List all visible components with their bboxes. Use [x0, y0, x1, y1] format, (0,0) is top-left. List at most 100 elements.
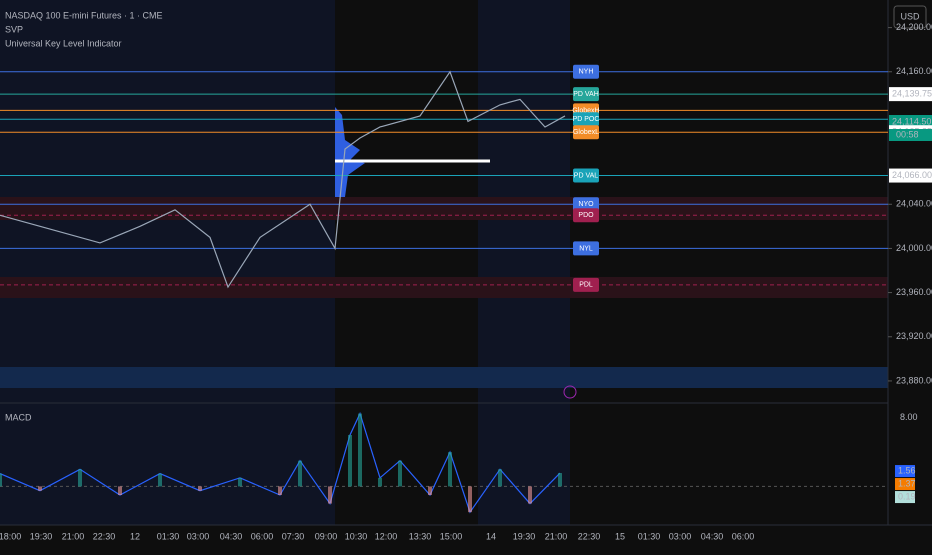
level-label: PDL	[573, 277, 599, 292]
macd-hist	[448, 452, 452, 487]
macd-hist	[468, 486, 472, 513]
macd-tag	[895, 478, 915, 491]
macd-hist	[198, 486, 202, 491]
y-tick-label: 24,200.00	[896, 22, 932, 32]
level-badge	[573, 64, 599, 79]
x-tick-label: 19:30	[513, 531, 536, 541]
macd-hist	[38, 486, 42, 491]
macd-tag-label: 1.37	[898, 478, 916, 488]
level-badge	[573, 168, 599, 183]
price-tag	[889, 87, 932, 102]
level-text: PD VAL	[574, 172, 598, 179]
macd-hist	[0, 473, 2, 487]
x-tick-label: 13:30	[409, 531, 432, 541]
level-text: NYO	[578, 201, 594, 208]
price-tag-label: 24,114.50	[892, 116, 931, 126]
level-label: NYH	[573, 64, 599, 79]
zone	[0, 197, 888, 220]
x-tick-label: 07:30	[282, 531, 305, 541]
currency: USD	[900, 11, 920, 21]
x-tick-label: 12	[130, 531, 140, 541]
level-label: GlobexL	[573, 125, 599, 140]
macd-line	[0, 411, 561, 514]
x-tick-label: 14	[486, 531, 496, 541]
y-tick-label: 23,920.00	[896, 331, 932, 341]
level-text: NYH	[579, 69, 594, 76]
level-label: NYL	[573, 241, 599, 256]
level-badge	[573, 87, 599, 102]
x-tick-label: 15:00	[440, 531, 463, 541]
macd-hist	[118, 486, 122, 495]
macd-hist	[498, 469, 502, 487]
level-badge	[573, 112, 599, 127]
indicator: Universal Key Level Indicator	[5, 38, 122, 48]
x-tick-label: 22:30	[578, 531, 601, 541]
price-tag-label: 24,139.75	[892, 89, 932, 99]
level-text: NYL	[579, 245, 593, 252]
x-tick-label: 04:30	[701, 531, 724, 541]
chart-layer: NYH PD VAH GlobexH PD POC GlobexL PD VAL NYO PD…	[0, 22, 932, 541]
price-tag	[889, 168, 932, 183]
macd-tag	[895, 491, 915, 504]
macd-tag-label: 1.56	[898, 465, 916, 475]
level-text: PDL	[579, 282, 593, 289]
x-tick-label: 21:00	[545, 531, 568, 541]
level-label: PDO	[573, 208, 599, 223]
macd-hist	[158, 473, 162, 487]
macd-hist	[358, 413, 362, 487]
macd-hist	[238, 477, 242, 487]
x-tick-label: 01:30	[638, 531, 661, 541]
title: NASDAQ 100 E-mini Futures · 1 · CME	[5, 10, 163, 20]
level-badge	[573, 241, 599, 256]
level-text: PDO	[578, 212, 594, 219]
x-tick-label: 09:00	[315, 531, 338, 541]
x-tick-label: 12:00	[375, 531, 398, 541]
macd-hist	[428, 486, 432, 495]
macd-hist	[558, 473, 562, 487]
level-badge	[573, 197, 599, 212]
level-label: NYO	[573, 197, 599, 212]
level-text: PD VAH	[573, 91, 599, 98]
zone	[0, 367, 888, 388]
y-tick-label: 24,000.00	[896, 243, 932, 253]
y-tick-label: 23,960.00	[896, 287, 932, 297]
x-tick-label: 06:00	[251, 531, 274, 541]
countdown-bg	[889, 129, 932, 142]
x-tick-label: 22:30	[93, 531, 116, 541]
alert-icon[interactable]	[563, 385, 577, 399]
level-badge	[573, 277, 599, 292]
indicator: SVP	[5, 24, 23, 34]
x-tick-label: 19:30	[30, 531, 53, 541]
level-badge	[573, 125, 599, 140]
x-tick-label: 03:00	[669, 531, 692, 541]
y-tick-label: 24,040.00	[896, 199, 932, 209]
x-tick-label: 18:00	[0, 531, 21, 541]
price-tag-label: 24,066.00	[892, 170, 932, 180]
level-label: PD VAL	[573, 168, 599, 183]
macd-tag-label: 0.19	[898, 491, 916, 501]
y-tick-label: 23,880.00	[896, 375, 932, 385]
macd-hist	[298, 460, 302, 487]
macd-hist	[398, 460, 402, 487]
currency-button[interactable]	[893, 5, 927, 29]
x-tick-label: 21:00	[62, 531, 85, 541]
macd-hist	[278, 486, 282, 495]
level-label: PD POC	[573, 112, 599, 127]
session-shade	[478, 0, 570, 525]
price-line	[0, 70, 566, 289]
x-tick-label: 06:00	[732, 531, 755, 541]
x-tick-label: 10:30	[345, 531, 368, 541]
level-badge	[573, 208, 599, 223]
x-tick-label: 03:00	[187, 531, 210, 541]
macd-hist	[528, 486, 532, 504]
macd-hist	[78, 469, 82, 487]
zone	[0, 277, 888, 298]
macd-tag	[895, 465, 915, 478]
y-tick-label: 24,160.00	[896, 66, 932, 76]
x-tick-label: 15	[615, 531, 625, 541]
y-tick-label: 8.00	[900, 412, 918, 422]
session-shade	[0, 0, 335, 525]
macd-title: MACD	[5, 412, 32, 422]
level-label: PD VAH	[573, 87, 599, 102]
